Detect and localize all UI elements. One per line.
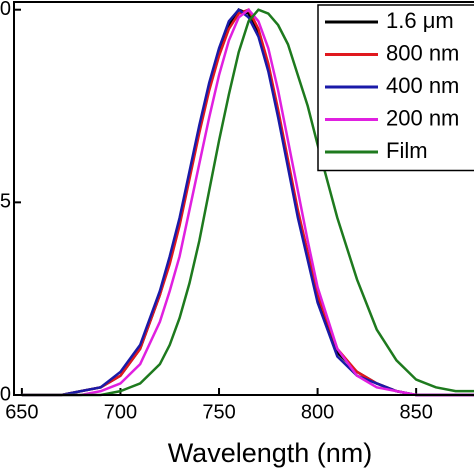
x-tick-label: 700 [104,401,137,423]
series-line [21,7,474,397]
x-axis-label: Wavelength (nm) [168,438,373,468]
y-tick-label: 0.0 [0,383,11,405]
plot-frame [13,1,474,396]
series-line [21,8,474,397]
legend-label: 200 nm [386,105,459,130]
x-tick-label: 850 [399,401,432,423]
x-tick-label: 800 [301,401,334,423]
y-tick-label: 1.0 [0,0,11,20]
series-line [21,7,474,397]
x-tick-label: 650 [5,401,38,423]
x-tick-label: 750 [202,401,235,423]
legend-label: Film [386,138,428,163]
legend-label: 800 nm [386,40,459,65]
legend-label: 1.6 μm [386,8,454,33]
y-tick-label: 0.5 [0,191,11,213]
legend-label: 400 nm [386,73,459,98]
